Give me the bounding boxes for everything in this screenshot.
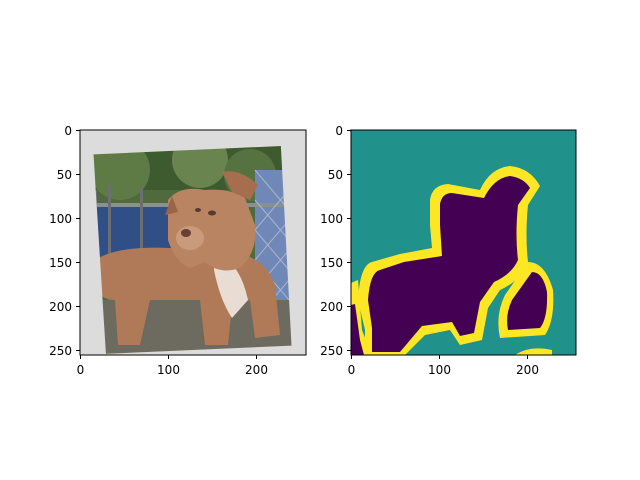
photo-x-ticks: 0 100 200: [77, 355, 268, 377]
mask-panel: 0 50 100 150 200 250 0 100 200: [320, 124, 577, 377]
x-tick-label: 200: [245, 363, 268, 377]
y-tick-label: 100: [49, 212, 72, 226]
mask-y-ticks: 0 50 100 150 200 250: [320, 124, 351, 358]
mask-axes-frame: [350, 129, 577, 356]
mask-x-ticks: 0 100 200: [348, 355, 539, 377]
x-tick-label: 200: [516, 363, 539, 377]
segmentation-mask: [351, 130, 576, 355]
y-tick-label: 0: [335, 124, 343, 138]
photo-panel: 0 50 100 150 200 250 0 100 200: [49, 124, 307, 377]
x-tick-label: 0: [348, 363, 356, 377]
x-tick-label: 0: [77, 363, 85, 377]
x-tick-label: 100: [428, 363, 451, 377]
y-tick-label: 200: [49, 300, 72, 314]
y-tick-label: 150: [320, 256, 343, 270]
y-tick-label: 50: [57, 168, 72, 182]
y-tick-label: 250: [320, 344, 343, 358]
y-tick-label: 150: [49, 256, 72, 270]
y-tick-label: 0: [64, 124, 72, 138]
y-tick-label: 50: [328, 168, 343, 182]
y-tick-label: 200: [320, 300, 343, 314]
photo-axes-frame: [79, 129, 307, 356]
x-tick-label: 100: [157, 363, 180, 377]
photo-y-ticks: 0 50 100 150 200 250: [49, 124, 80, 358]
y-tick-label: 250: [49, 344, 72, 358]
dog-photo: [80, 130, 306, 355]
y-tick-label: 100: [320, 212, 343, 226]
